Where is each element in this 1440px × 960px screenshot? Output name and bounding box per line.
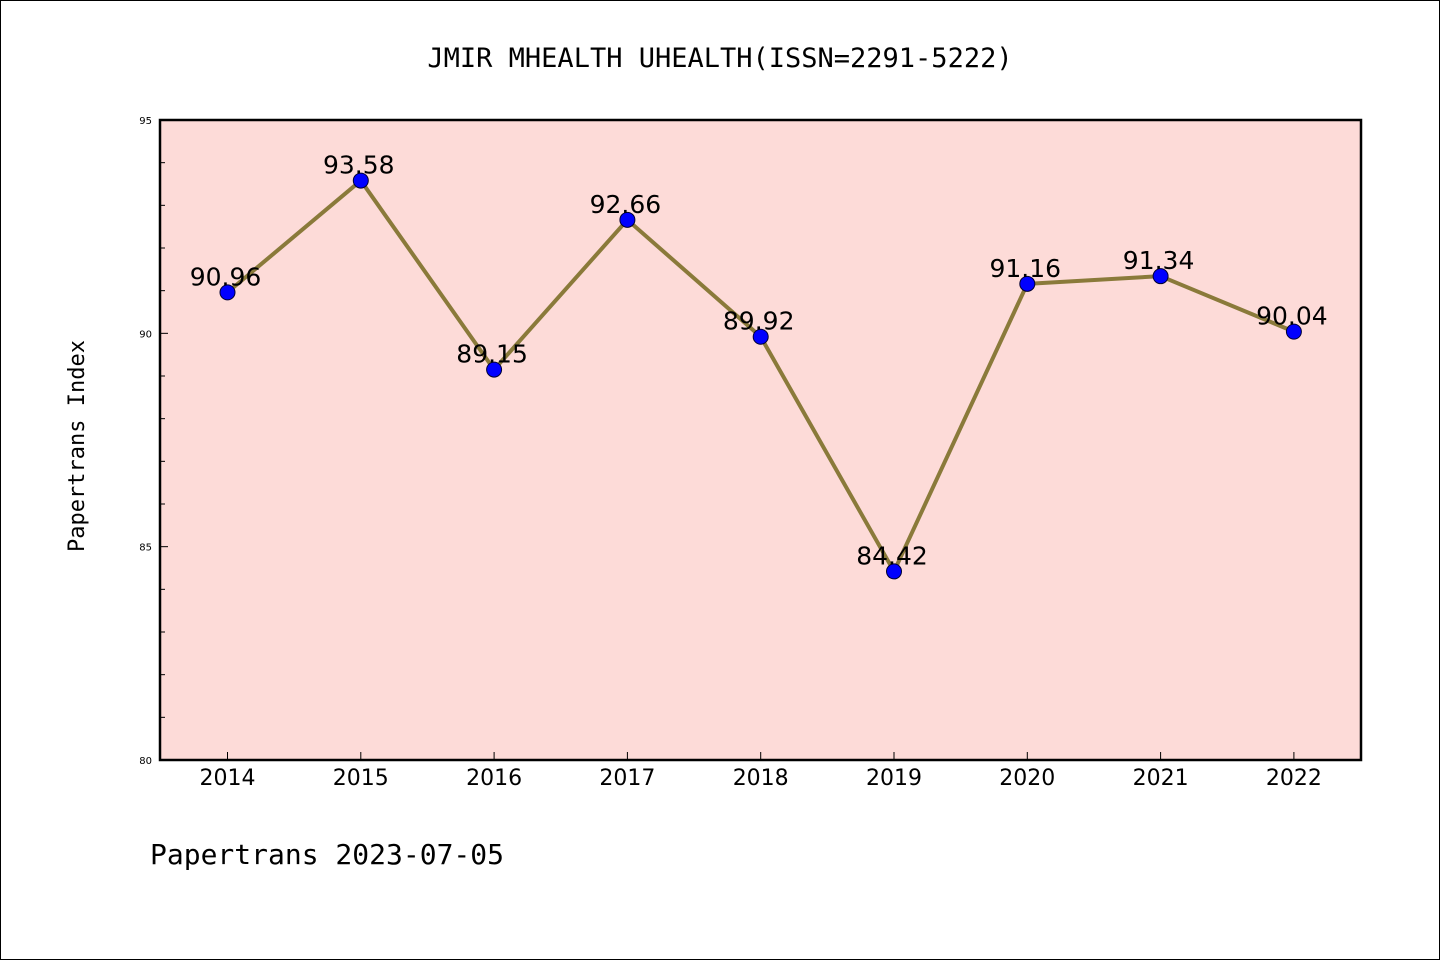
data-point <box>1285 323 1302 340</box>
x-axis-ticks: 2014 2015 2016 2017 2018 2019 2020 2021 2022 <box>200 752 1322 791</box>
x-tick-label: 2017 <box>599 766 655 791</box>
data-label: 92.66 <box>590 190 662 219</box>
data-label: 90.04 <box>1256 302 1328 331</box>
x-tick-label: 2022 <box>1266 766 1322 791</box>
y-axis-ticks: 80 85 90 95 <box>139 116 168 767</box>
chart-title: JMIR MHEALTH UHEALTH(ISSN=2291-5222) <box>427 43 1012 74</box>
data-labels: 90.96 93.58 89.15 92.66 89.92 84.42 91.16 91.34… <box>190 151 1328 571</box>
data-point <box>352 172 369 189</box>
data-label: 91.16 <box>990 254 1062 283</box>
y-tick-label: 90 <box>139 329 152 340</box>
data-label: 84.42 <box>856 541 928 570</box>
y-tick-label: 95 <box>139 116 152 127</box>
data-label: 89.92 <box>723 307 795 336</box>
data-label: 93.58 <box>323 151 395 180</box>
data-label: 90.96 <box>190 262 262 291</box>
data-point <box>1019 275 1036 292</box>
y-tick-label: 80 <box>139 756 152 767</box>
data-point <box>752 328 769 345</box>
data-point <box>486 361 503 378</box>
data-point <box>619 211 636 228</box>
y-tick-label: 85 <box>139 543 152 554</box>
footer-text: Papertrans 2023-07-05 <box>150 838 504 871</box>
x-tick-label: 2020 <box>999 766 1055 791</box>
data-point <box>219 284 236 301</box>
x-tick-label: 2015 <box>333 766 389 791</box>
x-tick-label: 2021 <box>1133 766 1189 791</box>
data-label: 89.15 <box>456 340 528 369</box>
y-axis-label: Papertrans Index <box>65 340 90 552</box>
data-point <box>886 563 902 580</box>
x-tick-label: 2019 <box>866 766 922 791</box>
x-tick-label: 2016 <box>466 766 522 791</box>
series-layer <box>219 172 1302 580</box>
plot-area <box>158 118 1363 762</box>
data-point <box>1152 268 1169 285</box>
data-label: 91.34 <box>1123 246 1195 275</box>
x-tick-label: 2018 <box>733 766 789 791</box>
x-tick-label: 2014 <box>200 766 256 791</box>
